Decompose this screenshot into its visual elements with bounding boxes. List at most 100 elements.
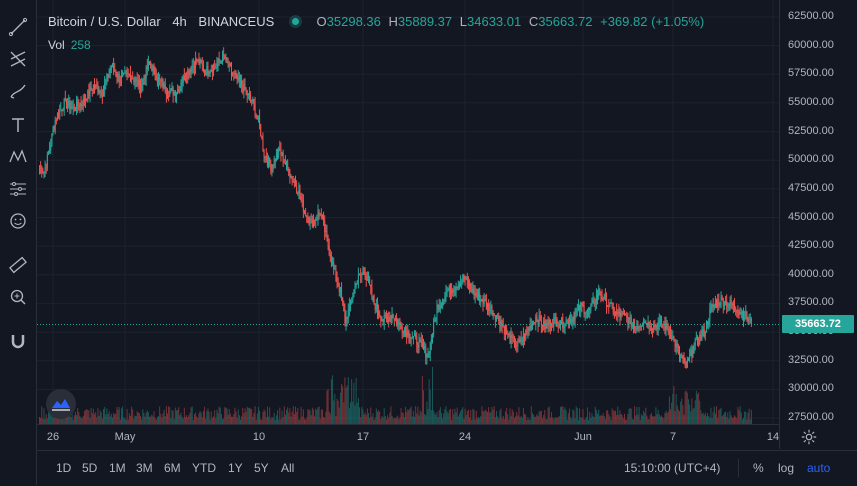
candle: [707, 321, 709, 329]
candle: [234, 69, 236, 79]
volume-bar: [644, 412, 646, 424]
tradingview-logo-icon[interactable]: [46, 389, 76, 419]
trendline-icon[interactable]: [4, 46, 32, 72]
volume-bar: [46, 418, 48, 424]
price-axis[interactable]: 62500.00 60000.00 57500.00 55000.00 52500.00…: [779, 0, 857, 449]
candle: [476, 288, 478, 301]
price-chart[interactable]: [37, 0, 779, 424]
candle: [175, 91, 177, 104]
volume-bar: [366, 408, 368, 424]
candle: [259, 109, 261, 130]
candle: [545, 319, 547, 333]
gear-icon[interactable]: [800, 428, 820, 445]
ruler-icon[interactable]: [4, 252, 32, 278]
volume-bar: [652, 416, 654, 424]
candle: [290, 173, 292, 179]
candle: [739, 307, 741, 316]
volume-bar: [106, 408, 108, 424]
volume-bar: [713, 406, 715, 424]
volume-bar: [535, 416, 537, 424]
range-1d-button[interactable]: 1D: [56, 461, 72, 475]
candle: [188, 68, 190, 80]
volume-bar: [373, 419, 375, 424]
volume-bar: [154, 418, 156, 424]
volume-bar: [402, 412, 404, 424]
forecast-icon[interactable]: [4, 176, 32, 202]
candle: [416, 332, 418, 353]
candle: [229, 62, 231, 67]
range-6m-button[interactable]: 6M: [164, 461, 181, 475]
volume-bar: [608, 413, 610, 424]
range-all-button[interactable]: All: [281, 461, 295, 475]
candle: [379, 310, 381, 318]
zoom-icon[interactable]: [4, 284, 32, 310]
candle: [513, 335, 515, 348]
pattern-icon[interactable]: [4, 144, 32, 170]
range-1m-button[interactable]: 1M: [109, 461, 126, 475]
candle: [145, 65, 147, 86]
emoji-icon[interactable]: [4, 208, 32, 234]
volume-bar: [297, 408, 299, 424]
symbol-name[interactable]: Bitcoin / U.S. Dollar: [48, 14, 161, 29]
magnet-icon[interactable]: [4, 328, 32, 354]
candle: [524, 333, 526, 346]
range-3m-button[interactable]: 3M: [136, 461, 153, 475]
volume-bar: [96, 417, 98, 424]
volume-bar: [674, 410, 676, 424]
candle: [101, 89, 103, 104]
volume-bar: [540, 410, 542, 424]
candle: [705, 320, 707, 333]
candle: [189, 67, 191, 78]
range-ytd-button[interactable]: YTD: [192, 461, 216, 475]
volume-bar: [647, 419, 649, 424]
candle: [253, 98, 255, 111]
volume-bar: [80, 417, 82, 424]
volume-bar: [375, 408, 377, 424]
volume-bar: [684, 391, 686, 424]
range-1y-button[interactable]: 1Y: [228, 461, 243, 475]
volume-bar: [90, 408, 92, 424]
volume-bar: [579, 408, 581, 424]
auto-scale-button[interactable]: auto: [807, 461, 831, 475]
volume-bar: [634, 406, 636, 424]
candle: [217, 57, 219, 72]
candle: [735, 306, 737, 316]
volume-bar: [355, 378, 357, 424]
brush-icon[interactable]: [4, 78, 32, 104]
volume-bar: [536, 414, 538, 424]
volume-bar: [458, 413, 460, 424]
volume-bar: [702, 412, 704, 424]
volume-bar: [367, 412, 369, 424]
volume-bar: [557, 417, 559, 424]
crosshair-icon[interactable]: [4, 14, 32, 40]
timezone-clock[interactable]: 15:10:00 (UTC+4): [624, 461, 721, 475]
text-icon[interactable]: [4, 112, 32, 138]
range-5y-button[interactable]: 5Y: [254, 461, 269, 475]
candle: [155, 68, 157, 81]
candle: [691, 344, 693, 363]
volume-bar: [503, 419, 505, 424]
volume-bar: [435, 414, 437, 424]
volume-bar: [321, 409, 323, 424]
candle: [365, 272, 367, 287]
volume-bar: [287, 407, 289, 424]
volume-bar: [277, 410, 279, 424]
candle: [328, 238, 330, 257]
volume-bar: [353, 382, 355, 424]
close-key: C: [528, 14, 539, 29]
candle: [305, 207, 307, 217]
volume-bar: [206, 411, 208, 424]
volume-bar: [251, 409, 253, 424]
volume-bar: [254, 406, 256, 424]
time-axis[interactable]: 26 May 10 17 24 Jun 7 14: [37, 424, 779, 450]
range-5d-button[interactable]: 5D: [82, 461, 98, 475]
chart-pane[interactable]: [37, 0, 779, 449]
percent-scale-button[interactable]: %: [753, 461, 764, 475]
candle: [552, 318, 554, 328]
volume-bar: [556, 417, 558, 424]
volume-bar: [512, 411, 514, 424]
candle: [666, 320, 668, 331]
log-scale-button[interactable]: log: [778, 461, 795, 475]
candle: [115, 69, 117, 78]
volume-bar: [333, 400, 335, 424]
